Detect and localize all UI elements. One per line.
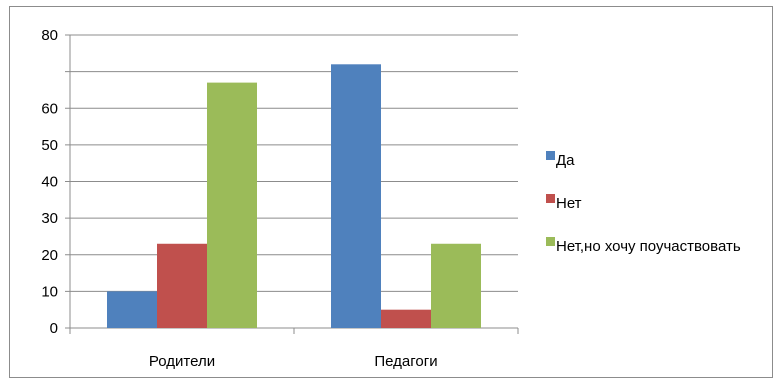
legend-swatch-1 bbox=[546, 151, 555, 160]
bar-2-2 bbox=[381, 309, 431, 328]
y-tick-label: 10 bbox=[41, 283, 58, 300]
y-tick-label: 50 bbox=[41, 137, 58, 154]
bar-1-1 bbox=[107, 291, 157, 328]
y-tick-label: 60 bbox=[41, 100, 58, 117]
bar-3-2 bbox=[431, 243, 481, 328]
y-tick-label: 0 bbox=[50, 320, 58, 337]
y-tick-label: 30 bbox=[41, 210, 58, 227]
x-category-label: Педагоги bbox=[374, 353, 437, 370]
bar-2-1 bbox=[157, 243, 207, 328]
y-tick-label: 80 bbox=[41, 27, 58, 44]
legend-swatch-3 bbox=[546, 237, 555, 246]
y-tick-label: 20 bbox=[41, 247, 58, 264]
bar-1-2 bbox=[331, 64, 381, 329]
chart-frame bbox=[9, 6, 773, 378]
y-tick-label: 40 bbox=[41, 174, 58, 191]
legend-swatch-2 bbox=[546, 194, 555, 203]
legend-label-3: Нет,но хочу поучаствовать bbox=[556, 238, 741, 255]
legend-label-1: Да bbox=[556, 152, 575, 169]
legend-label-2: Нет bbox=[556, 195, 582, 212]
bar-3-1 bbox=[207, 82, 257, 328]
x-category-label: Родители bbox=[149, 353, 215, 370]
